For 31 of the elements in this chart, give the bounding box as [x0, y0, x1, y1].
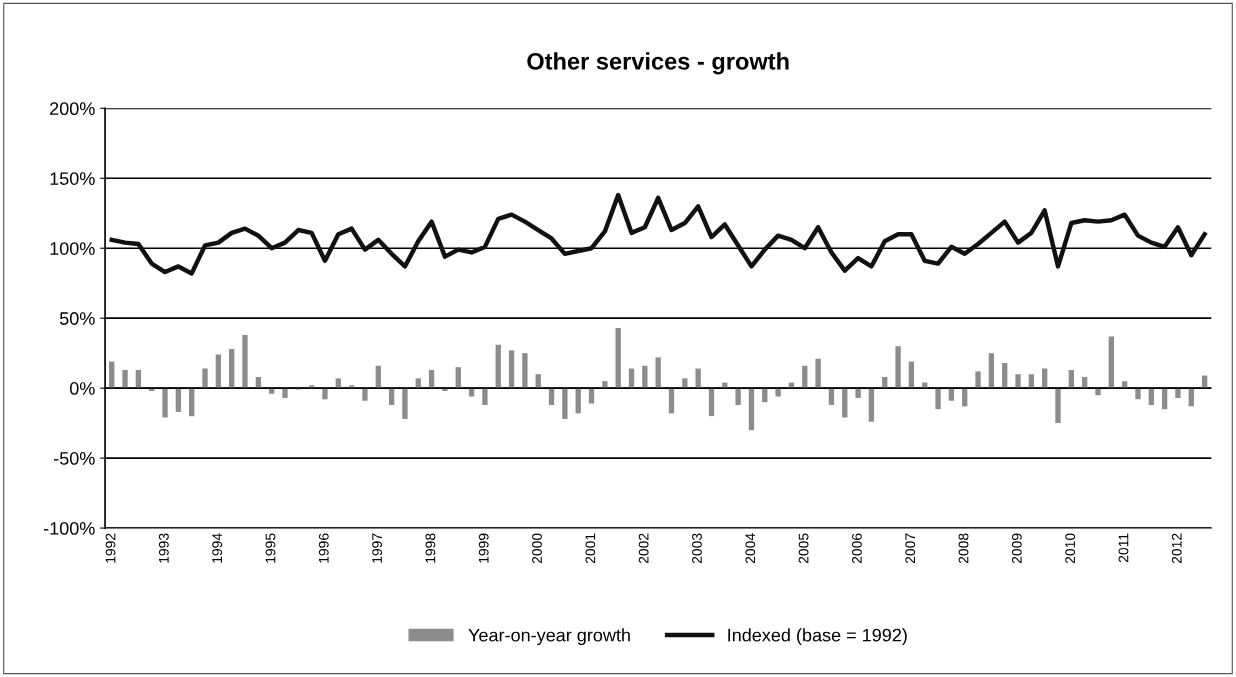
x-tick-label: 1995	[265, 533, 276, 563]
x-tick-label: 2001	[585, 533, 596, 564]
x-tick-label: 1992	[105, 533, 116, 563]
y-tick-label: -50%	[53, 452, 95, 465]
x-tick-label: 1999	[478, 533, 489, 563]
x-tick-label: 1993	[158, 533, 169, 563]
x-tick-label: 2002	[638, 533, 649, 564]
y-tick-label: 150%	[50, 172, 95, 185]
y-tick-label: 200%	[50, 102, 95, 116]
chart-title: Other services - growth	[527, 52, 789, 75]
x-tick-label: 2004	[745, 533, 756, 564]
x-tick-label: 2003	[692, 533, 702, 564]
x-tick-label: 1998	[425, 533, 436, 563]
x-tick-label: 2007	[905, 533, 916, 564]
x-tick-label: 1994	[212, 533, 223, 563]
x-tick-label: 2012	[1171, 533, 1182, 564]
x-tick-label: 2011	[1118, 533, 1129, 563]
y-tick-label: 100%	[50, 242, 95, 255]
x-tick-label: 1997	[372, 533, 383, 563]
x-tick-label: 2005	[798, 533, 809, 564]
legend-label: Year-on-year growth	[468, 628, 630, 646]
x-tick-label: 1996	[318, 533, 329, 563]
y-tick-label: 50%	[59, 312, 95, 325]
x-tick-label: 2008	[958, 533, 969, 564]
x-tick-label: 2009	[1011, 533, 1022, 564]
y-tick-label: 0%	[69, 382, 95, 395]
legend-label: Indexed (base = 1992)	[728, 628, 907, 646]
x-tick-label: 2000	[532, 533, 542, 564]
y-tick-label: -100%	[43, 521, 95, 535]
x-tick-label: 2010	[1065, 533, 1076, 564]
x-tick-label: 2006	[851, 533, 862, 564]
